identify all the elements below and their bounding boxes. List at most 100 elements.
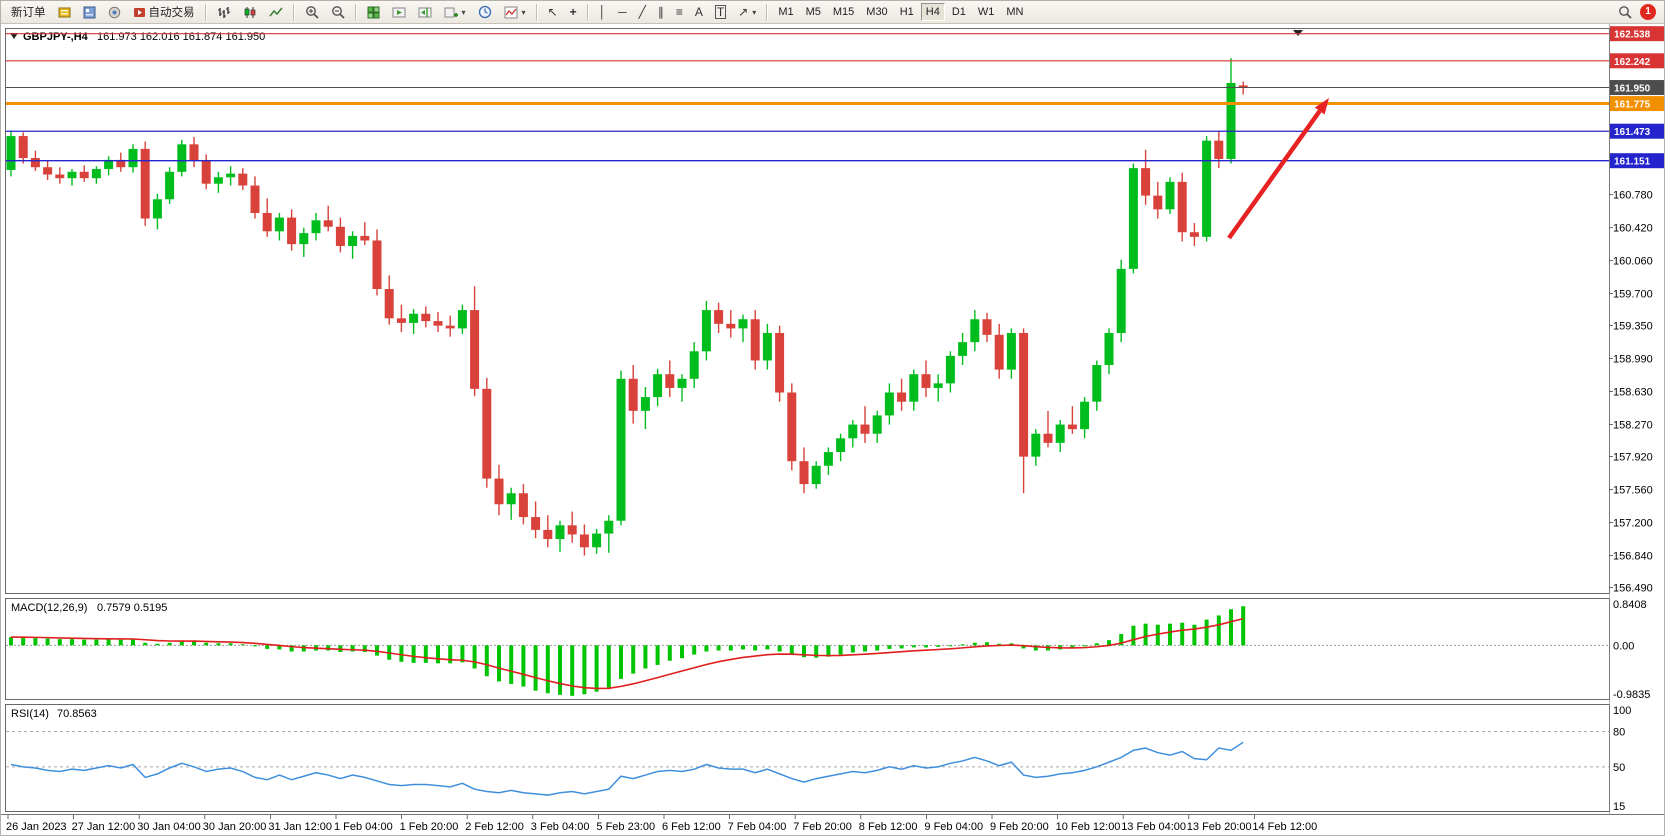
candlestick-chart-button[interactable]: [238, 2, 262, 22]
macd-histogram-bar: [924, 645, 928, 648]
zoom-out-button[interactable]: [326, 2, 350, 22]
notification-badge[interactable]: 1: [1640, 4, 1656, 20]
symbol-dropdown-icon[interactable]: [10, 33, 18, 39]
candlestick: [1238, 85, 1248, 88]
text-icon: A: [694, 5, 703, 19]
candlestick: [238, 173, 248, 186]
auto-trading-button[interactable]: 自动交易: [128, 2, 200, 22]
period-button[interactable]: [473, 2, 497, 22]
price-tick-label: 157.200: [1613, 518, 1653, 530]
bid-price-line-badge-label: 161.950: [1614, 84, 1651, 95]
fibonacci-button[interactable]: ≡: [671, 2, 688, 22]
channel-button[interactable]: ∥: [653, 2, 669, 22]
macd-histogram-bar: [106, 639, 111, 646]
price-tick-label: 158.630: [1613, 387, 1653, 399]
auto-trading-icon: [133, 7, 145, 17]
time-axis-label: 14 Feb 12:00: [1252, 821, 1317, 833]
tile-windows-button[interactable]: [362, 2, 385, 22]
candlestick: [884, 392, 894, 416]
macd-histogram-bar: [448, 645, 453, 664]
line-chart-icon: [268, 7, 283, 16]
candlestick: [665, 374, 675, 388]
bar-chart-icon: [217, 6, 230, 18]
macd-histogram-bar: [960, 644, 965, 646]
zoom-in-button[interactable]: [300, 2, 324, 22]
timeframe-button-D1[interactable]: D1: [947, 3, 971, 21]
candlestick: [91, 169, 101, 179]
text-button[interactable]: A: [690, 2, 708, 22]
macd-histogram-bar: [1107, 640, 1111, 646]
trend-arrow-annotation[interactable]: [1227, 109, 1322, 240]
fibonacci-icon: ≡: [675, 5, 683, 19]
candlestick: [348, 235, 358, 246]
vertical-line-button[interactable]: │: [594, 2, 612, 22]
macd-histogram-bar: [1131, 625, 1136, 646]
auto-scroll-button[interactable]: [387, 2, 411, 22]
macd-histogram-bar: [277, 645, 282, 650]
new-order-button[interactable]: 新订单: [6, 2, 51, 22]
candlestick: [1128, 168, 1138, 269]
candlestick: [543, 529, 553, 540]
resistance-line-1-badge-label: 162.538: [1614, 30, 1651, 41]
rsi-scale-label: 50: [1613, 762, 1625, 774]
macd-histogram-bar: [1192, 624, 1197, 646]
market-watch-button[interactable]: [53, 2, 76, 22]
rsi-current-value: 70.8563: [57, 708, 97, 720]
crosshair-button[interactable]: +: [565, 2, 582, 22]
macd-histogram-bar: [765, 645, 770, 650]
candlestick: [994, 334, 1004, 370]
target-line-badge: [1610, 96, 1664, 112]
terminal-button[interactable]: [103, 2, 126, 22]
tile-windows-icon: [367, 6, 379, 18]
chart-canvas[interactable]: GBPJPY-,H4 161.973 162.016 161.874 161.9…: [1, 24, 1665, 836]
macd-histogram-bar: [33, 638, 38, 646]
autoscroll-marker-icon: [1293, 30, 1303, 36]
price-tick-label: 158.270: [1613, 420, 1653, 432]
main-panel-border: [5, 28, 1610, 594]
cursor-button[interactable]: ↖: [543, 2, 563, 22]
time-axis-label: 1 Feb 20:00: [400, 821, 459, 833]
timeframe-button-MN[interactable]: MN: [1001, 3, 1028, 21]
macd-histogram-bar: [875, 645, 880, 651]
timeframe-button-M1[interactable]: M1: [773, 3, 798, 21]
text-label-button[interactable]: T: [710, 2, 731, 22]
time-axis-label: 2 Feb 12:00: [465, 821, 524, 833]
timeframe-button-M30[interactable]: M30: [861, 3, 892, 21]
timeframe-button-H4[interactable]: H4: [920, 3, 945, 21]
macd-histogram-bar: [399, 645, 404, 662]
line-chart-button[interactable]: [264, 2, 288, 22]
macd-histogram-bar: [863, 645, 867, 652]
price-tick-label: 158.990: [1613, 354, 1653, 366]
timeframe-button-W1[interactable]: W1: [973, 3, 1000, 21]
resistance-line-1-badge: [1610, 26, 1664, 42]
macd-histogram-bar: [1204, 619, 1209, 646]
arrows-button[interactable]: ↗ ▾: [733, 2, 761, 22]
candlestick: [1153, 195, 1163, 210]
candlestick: [787, 392, 797, 462]
timeframe-button-H1[interactable]: H1: [895, 3, 919, 21]
candlestick: [921, 374, 931, 388]
price-tick-label: 156.490: [1613, 583, 1653, 595]
chart-shift-button[interactable]: [413, 2, 437, 22]
candlestick: [360, 235, 370, 241]
macd-histogram-bar: [436, 645, 440, 664]
trendline-button[interactable]: ╱: [634, 2, 651, 22]
new-chart-button[interactable]: ▾: [439, 2, 471, 22]
macd-histogram-bar: [753, 645, 758, 651]
zoom-out-icon: [331, 6, 345, 19]
search-button[interactable]: [1613, 2, 1637, 22]
candlestick: [689, 351, 699, 379]
horizontal-line-button[interactable]: ─: [613, 2, 632, 22]
bar-chart-button[interactable]: [212, 2, 236, 22]
macd-histogram-bar: [265, 645, 270, 649]
macd-histogram-bar: [582, 645, 587, 695]
rsi-scale-label: 15: [1613, 801, 1625, 813]
macd-histogram-bar: [472, 645, 477, 669]
timeframe-button-M5[interactable]: M5: [801, 3, 826, 21]
indicators-button[interactable]: ▾: [499, 2, 531, 22]
timeframe-button-M15[interactable]: M15: [828, 3, 859, 21]
navigator-button[interactable]: [78, 2, 101, 22]
candlestick: [189, 144, 199, 161]
candlestick: [628, 378, 638, 411]
candlestick: [616, 378, 626, 521]
